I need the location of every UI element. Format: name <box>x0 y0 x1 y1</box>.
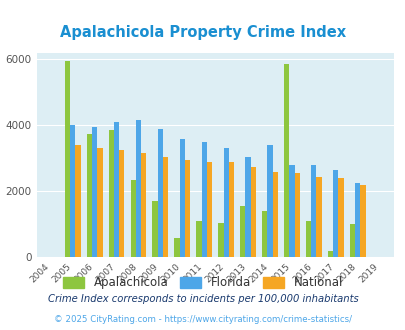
Bar <box>201 142 206 257</box>
Legend: Apalachicola, Florida, National: Apalachicola, Florida, National <box>58 272 347 294</box>
Bar <box>114 122 119 257</box>
Bar <box>228 162 233 257</box>
Text: © 2025 CityRating.com - https://www.cityrating.com/crime-statistics/: © 2025 CityRating.com - https://www.city… <box>54 315 351 324</box>
Bar <box>109 130 114 257</box>
Bar <box>272 172 277 257</box>
Bar <box>130 180 136 257</box>
Text: Crime Index corresponds to incidents per 100,000 inhabitants: Crime Index corresponds to incidents per… <box>47 294 358 304</box>
Bar <box>87 134 92 257</box>
Bar <box>136 120 141 257</box>
Bar <box>141 153 146 257</box>
Bar <box>240 206 245 257</box>
Bar <box>359 185 364 257</box>
Bar <box>65 61 70 257</box>
Bar <box>332 170 337 257</box>
Bar <box>75 145 81 257</box>
Bar <box>119 150 124 257</box>
Bar <box>196 221 201 257</box>
Bar <box>174 238 179 257</box>
Bar <box>337 178 343 257</box>
Bar <box>179 139 184 257</box>
Bar <box>349 224 354 257</box>
Text: Apalachicola Property Crime Index: Apalachicola Property Crime Index <box>60 25 345 40</box>
Bar <box>288 165 294 257</box>
Bar <box>250 167 255 257</box>
Bar <box>97 148 102 257</box>
Bar <box>92 127 97 257</box>
Bar <box>152 201 158 257</box>
Bar <box>284 64 288 257</box>
Bar <box>315 177 321 257</box>
Bar <box>266 145 272 257</box>
Bar <box>163 157 168 257</box>
Bar <box>245 157 250 257</box>
Bar <box>158 129 163 257</box>
Bar <box>223 148 228 257</box>
Bar <box>218 223 223 257</box>
Bar <box>327 251 332 257</box>
Bar <box>184 160 190 257</box>
Bar <box>354 183 359 257</box>
Bar <box>305 221 310 257</box>
Bar <box>294 173 299 257</box>
Bar <box>310 165 315 257</box>
Bar <box>262 211 266 257</box>
Bar <box>70 125 75 257</box>
Bar <box>206 162 211 257</box>
